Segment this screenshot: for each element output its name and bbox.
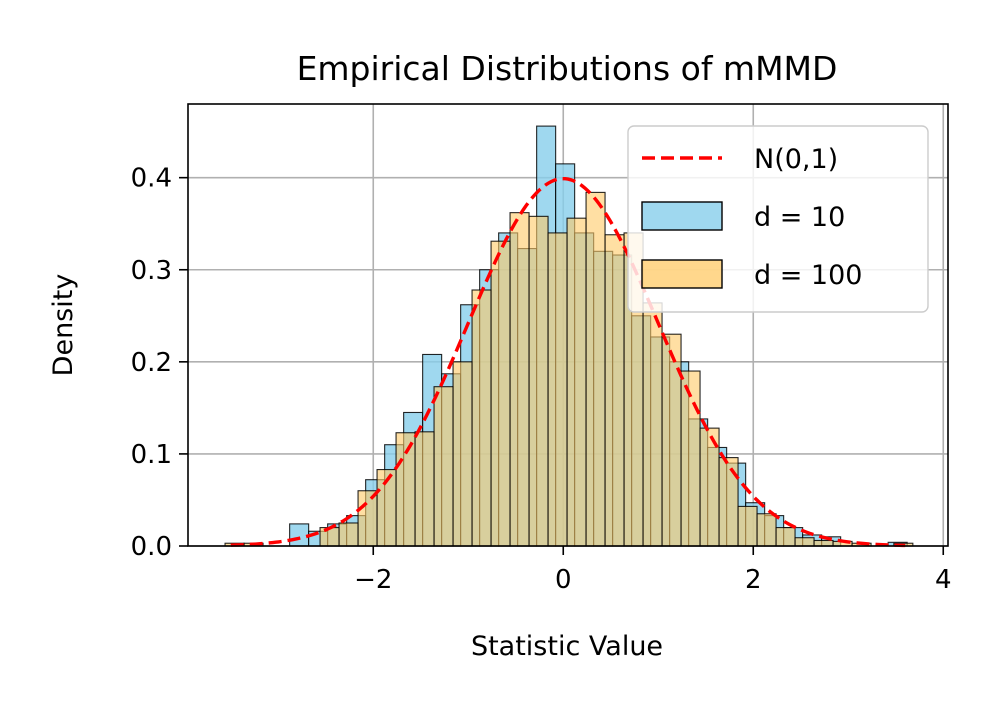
bar-d100-12 [509,212,530,547]
bar-d100-27 [794,537,815,547]
bar-d100-4 [357,490,378,547]
y-tick-label-0: 0.0 [131,532,172,562]
axis-ticks: −2 0 2 4 0.0 0.1 0.2 0.3 0.4 [131,164,952,595]
bar-d100-17 [604,234,625,547]
x-tick-label-1: 0 [555,565,572,595]
legend-label-normal: N(0,1) [754,144,838,175]
legend-swatch-d10 [641,201,723,231]
bar-d100-6 [395,432,416,547]
bar-d100-14 [547,232,568,547]
bar-d100-11 [490,240,511,547]
x-axis-label: Statistic Value [471,631,663,662]
bar-d100-10 [471,289,492,547]
bar-d100-7 [414,431,435,547]
bar-d100-26 [775,527,796,547]
bar-d100-2 [319,527,340,547]
bar-d100-13 [528,215,549,547]
series-normal-curve [230,176,906,548]
y-tick-label-2: 0.2 [131,348,172,378]
x-tick-label-2: 2 [745,565,762,595]
bar-d100-3 [338,522,359,547]
x-tick-label-0: −2 [354,565,392,595]
bar-d100-20 [661,333,682,547]
series-d100-bars [224,191,914,547]
chart-title: Empirical Distributions of mMMD [297,49,838,88]
y-tick-label-4: 0.4 [131,164,172,194]
legend-swatch-d100 [641,259,723,289]
bar-d100-8 [433,386,454,547]
bar-d100-9 [452,361,473,547]
legend-label-d100: d = 100 [754,260,862,291]
legend-label-d10: d = 10 [754,202,845,233]
bar-d100-16 [585,191,606,547]
bar-d100-24 [737,505,758,547]
bar-d100-19 [642,302,663,547]
normal-pdf-line [230,176,906,548]
bar-d100-23 [718,457,739,547]
chart-legend: N(0,1) d = 10 d = 100 [627,125,929,313]
bar-d100-21 [680,370,701,547]
bar-d100-25 [756,513,777,547]
y-axis-label: Density [48,274,79,377]
bar-d100-28 [813,539,834,547]
axes-frame [187,103,949,547]
y-tick-label-1: 0.1 [131,440,172,470]
y-tick-label-3: 0.3 [131,256,172,286]
bar-d100-15 [566,217,587,547]
x-tick-label-3: 4 [935,565,952,595]
